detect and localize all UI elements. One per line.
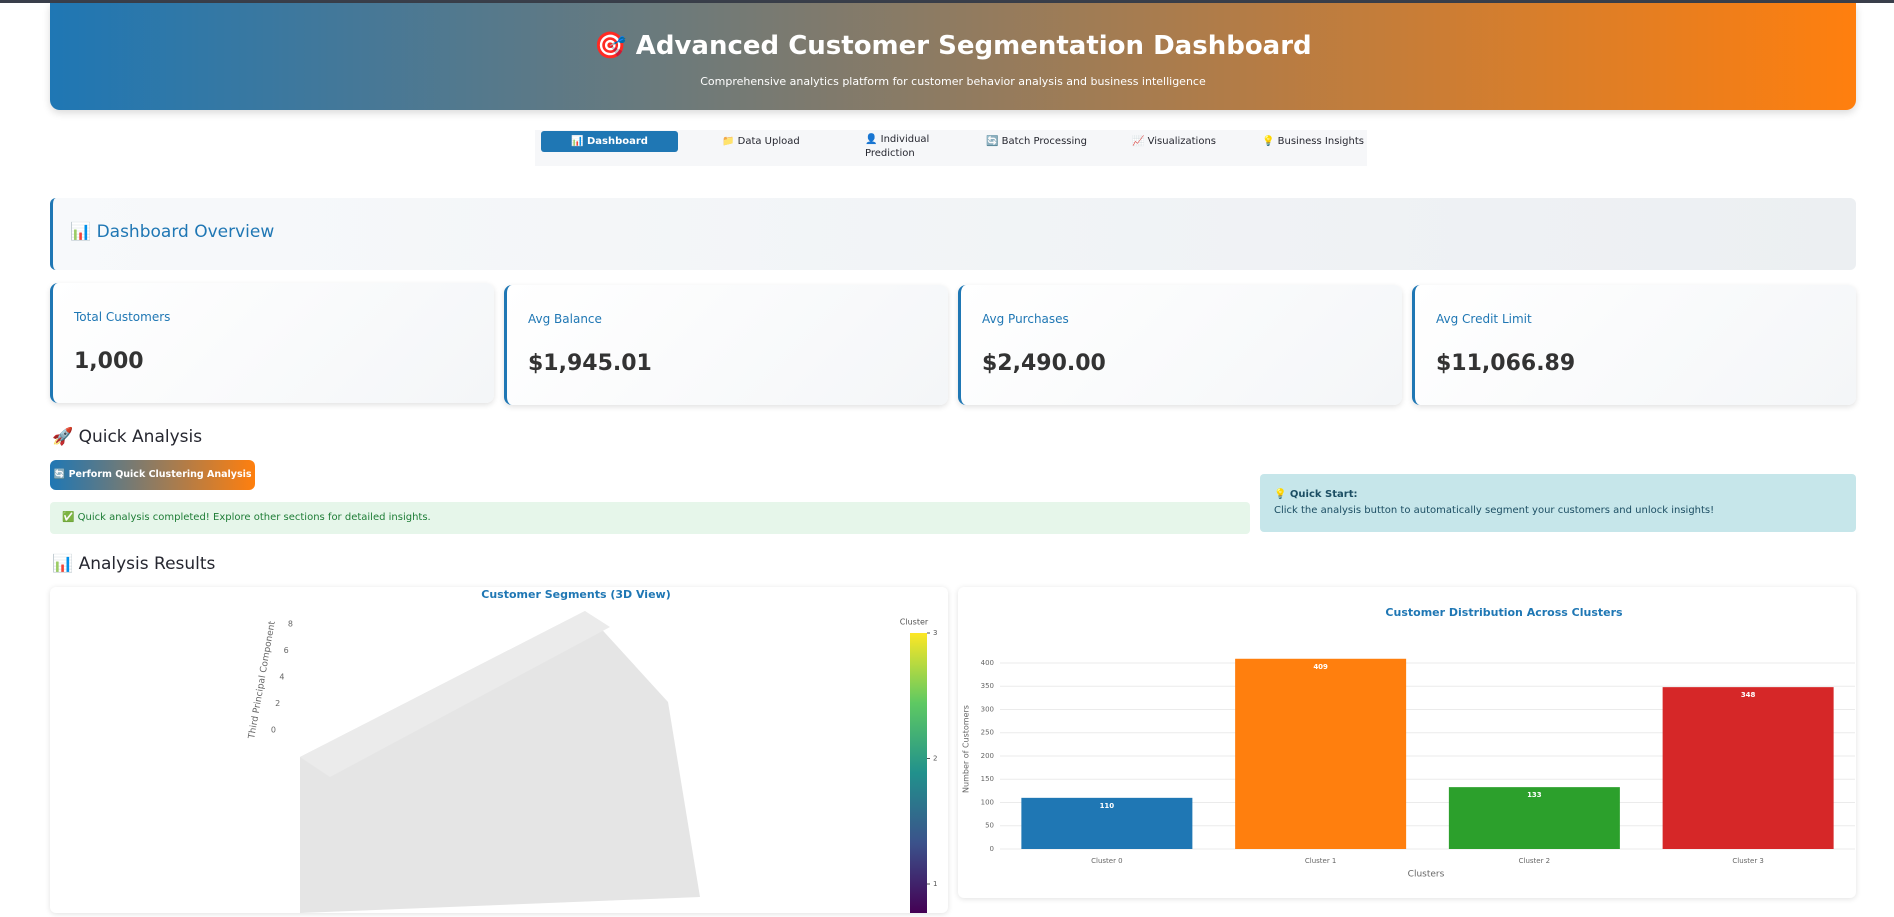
y-tick-label: 0 <box>990 845 994 853</box>
metric-value: 1,000 <box>74 349 144 374</box>
colorbar-tick-label: 3 <box>933 629 937 637</box>
metric-card: Total Customers 1,000 <box>50 283 494 403</box>
page-subtitle: Comprehensive analytics platform for cus… <box>700 75 1206 88</box>
z-tick-label: 8 <box>288 620 293 629</box>
metric-card: Avg Balance $1,945.01 <box>504 285 948 405</box>
metric-card: Avg Credit Limit $11,066.89 <box>1412 285 1856 405</box>
colorbar-tick-label: 2 <box>933 755 937 763</box>
metric-value: $1,945.01 <box>528 351 652 376</box>
x-tick-label: Cluster 0 <box>1091 857 1123 865</box>
bar <box>1448 787 1620 849</box>
data-label: 348 <box>1741 691 1756 699</box>
z-tick-label: 2 <box>275 699 280 708</box>
axis-title: Third Principal Component <box>247 620 278 741</box>
success-message: ✅ Quick analysis completed! Explore othe… <box>50 502 1250 534</box>
x-tick-label: Cluster 2 <box>1519 857 1551 865</box>
metric-card: Avg Purchases $2,490.00 <box>958 285 1402 405</box>
y-tick-label: 300 <box>981 705 994 713</box>
chart-title: Customer Distribution Across Clusters <box>1385 606 1623 619</box>
chart-panel: Customer Segments (3D View) Third Princi… <box>50 587 948 913</box>
data-label: 409 <box>1313 663 1328 671</box>
header: 🎯 Advanced Customer Segmentation Dashboa… <box>50 3 1856 110</box>
z-tick-label: 0 <box>271 726 276 735</box>
colorbar-title: Cluster <box>900 618 929 627</box>
bar <box>1662 687 1834 849</box>
x-tick-label: Cluster 3 <box>1732 857 1764 865</box>
data-label: 110 <box>1100 802 1115 810</box>
bar <box>1235 658 1407 849</box>
bar <box>1021 797 1193 849</box>
tip-text: Click the analysis button to automatical… <box>1274 505 1715 516</box>
bar-chart: Customer Distribution Across Clusters Cl… <box>962 606 1855 880</box>
page-title: 🎯 Advanced Customer Segmentation Dashboa… <box>594 31 1312 61</box>
scene-wall <box>300 611 610 777</box>
overview-section: 📊 Dashboard Overview <box>50 198 1856 270</box>
section-heading: 📊 Analysis Results <box>52 554 216 574</box>
tip-title: 💡 Quick Start: <box>1274 489 1358 500</box>
chart-panel: Customer Distribution Across Clusters Cl… <box>958 587 1856 898</box>
tip-box: 💡 Quick Start: Click the analysis button… <box>1260 474 1856 532</box>
top-bar <box>0 0 1894 3</box>
scene-wall <box>300 611 700 913</box>
y-tick-label: 50 <box>985 822 994 830</box>
colorbar-tick-label: 1 <box>933 880 937 888</box>
x-tick-label: Cluster 1 <box>1305 857 1337 865</box>
section-heading: 🚀 Quick Analysis <box>52 427 203 447</box>
nav-bar: 📊 Dashboard 📁 Data Upload 👤 Individual P… <box>535 130 1367 166</box>
z-tick-label: 6 <box>284 646 289 655</box>
y-axis-title: Number of Customers <box>962 705 971 793</box>
analysis-button[interactable]: 🔄 Perform Quick Clustering Analysis <box>50 460 255 490</box>
colorbar <box>910 633 927 913</box>
nav-tab[interactable]: 💡 Business Insights <box>1262 136 1364 147</box>
nav-tab[interactable]: 👤 Individual Prediction <box>865 134 930 159</box>
y-tick-label: 250 <box>981 729 994 737</box>
y-tick-label: 200 <box>981 752 994 760</box>
x-axis-title: Clusters <box>1408 870 1445 880</box>
metric-value: $11,066.89 <box>1436 351 1576 376</box>
metric-label: Total Customers <box>74 310 171 324</box>
section-title: 📊 Dashboard Overview <box>70 222 275 242</box>
y-tick-label: 400 <box>981 659 994 667</box>
y-tick-label: 150 <box>981 775 994 783</box>
nav-tab[interactable]: 📈 Visualizations <box>1132 136 1217 147</box>
z-tick-label: 4 <box>279 673 284 682</box>
y-tick-label: 350 <box>981 682 994 690</box>
nav-tab[interactable]: 📁 Data Upload <box>722 136 800 147</box>
data-label: 133 <box>1527 791 1542 799</box>
scatter-3d-chart: Customer Segments (3D View) Third Princi… <box>247 588 937 913</box>
chart-title: Customer Segments (3D View) <box>481 588 670 601</box>
nav-tab[interactable]: 📊 Dashboard <box>541 131 678 152</box>
y-tick-label: 100 <box>981 798 994 806</box>
metric-label: Avg Purchases <box>982 312 1069 326</box>
metric-label: Avg Credit Limit <box>1436 312 1532 326</box>
metric-value: $2,490.00 <box>982 351 1106 376</box>
metric-label: Avg Balance <box>528 312 602 326</box>
nav-tab[interactable]: 🔄 Batch Processing <box>986 136 1087 147</box>
